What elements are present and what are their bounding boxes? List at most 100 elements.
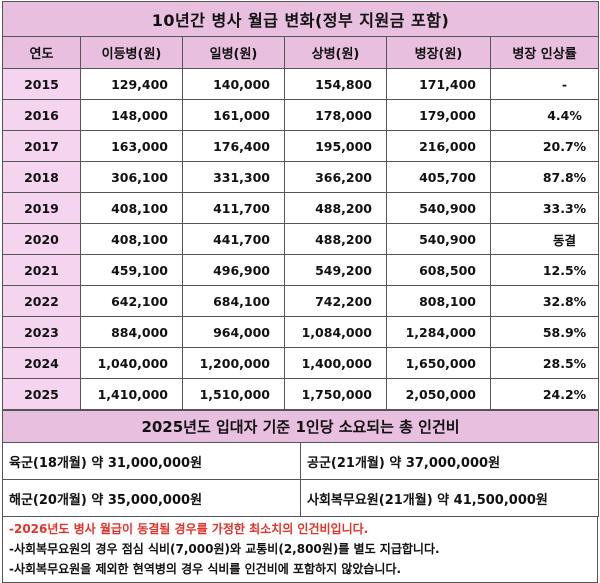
salary-table: 10년간 병사 월급 변화(정부 지원금 포함) 연도 이등병(원) 일병(원)… [1,1,600,410]
header-row: 연도 이등병(원) 일병(원) 상병(원) 병장(원) 병장 인상률 [2,36,600,69]
corporal-pay-cell: 178,000 [284,99,387,131]
table-row: 2021 459,100 496,900 549,200 608,500 12.5% [2,254,600,286]
pfc-pay-cell: 411,700 [182,192,285,224]
pfc-pay-cell: 161,000 [182,99,285,131]
sergeant-raise-rate-cell: 33.3% [489,192,600,224]
cost-table: 2025년도 입대자 기준 1인당 소요되는 총 인건비 육군(18개월) 약 … [2,410,599,517]
corporal-pay-cell: 366,200 [284,161,387,193]
corporal-pay-cell: 1,400,000 [284,347,387,379]
notes-box: -2026년도 병사 월급이 동결될 경우를 가정한 최소치의 인건비입니다. … [2,517,598,583]
sergeant-pay-cell: 405,700 [386,161,491,193]
year-cell: 2023 [2,316,81,348]
private-pay-cell: 642,100 [80,285,183,317]
header-sergeant: 병장(원) [386,36,491,69]
pfc-pay-cell: 441,700 [182,223,285,255]
corporal-pay-cell: 1,084,000 [284,316,387,348]
corporal-pay-cell: 154,800 [284,68,387,100]
pfc-pay-cell: 140,000 [182,68,285,100]
pfc-pay-cell: 1,510,000 [182,378,285,410]
corporal-pay-cell: 549,200 [284,254,387,286]
table-row: 2017 163,000 176,400 195,000 216,000 20.7% [2,130,600,162]
cost-navy: 해군(20개월) 약 35,000,000원 [2,479,301,517]
pfc-pay-cell: 684,100 [182,285,285,317]
note-item: -사회복무요원의 경우 점심 식비(7,000원)와 교통비(2,800원)를 … [9,542,440,556]
private-pay-cell: 1,040,000 [80,347,183,379]
pfc-pay-cell: 176,400 [182,130,285,162]
private-pay-cell: 884,000 [80,316,183,348]
corporal-pay-cell: 488,200 [284,192,387,224]
private-pay-cell: 1,410,000 [80,378,183,410]
table-row: 2025 1,410,000 1,510,000 1,750,000 2,050,000… [2,378,600,410]
year-cell: 2018 [2,161,81,193]
private-pay-cell: 459,100 [80,254,183,286]
sergeant-raise-rate-cell: 24.2% [489,378,600,410]
pfc-pay-cell: 496,900 [182,254,285,286]
note-item: -사회복무요원을 제외한 현역병의 경우 식비를 인건비에 포함하지 않았습니다… [9,562,402,576]
header-year: 연도 [2,36,81,69]
table-row: 2022 642,100 684,100 742,200 808,100 32.8% [2,285,600,317]
pfc-pay-cell: 331,300 [182,161,285,193]
corporal-pay-cell: 1,750,000 [284,378,387,410]
cost-army: 육군(18개월) 약 31,000,000원 [2,442,301,480]
header-corporal: 상병(원) [284,36,387,69]
header-pfc: 일병(원) [182,36,285,69]
sergeant-pay-cell: 171,400 [386,68,491,100]
sergeant-pay-cell: 1,650,000 [386,347,491,379]
private-pay-cell: 129,400 [80,68,183,100]
sergeant-pay-cell: 608,500 [386,254,491,286]
sergeant-raise-rate-cell: 20.7% [489,130,600,162]
corporal-pay-cell: 195,000 [284,130,387,162]
sergeant-pay-cell: 216,000 [386,130,491,162]
table-title: 10년간 병사 월급 변화(정부 지원금 포함) [1,1,600,37]
sergeant-raise-rate-cell: 32.8% [489,285,600,317]
sergeant-pay-cell: 1,284,000 [386,316,491,348]
table-row: 2020 408,100 441,700 488,200 540,900 동결 [2,223,600,255]
sergeant-raise-rate-cell: 12.5% [489,254,600,286]
sergeant-raise-rate-cell: 동결 [489,223,600,255]
table-row: 2015 129,400 140,000 154,800 171,400- [2,68,600,100]
pfc-pay-cell: 964,000 [182,316,285,348]
sergeant-pay-cell: 540,900 [386,192,491,224]
corporal-pay-cell: 488,200 [284,223,387,255]
pfc-pay-cell: 1,200,000 [182,347,285,379]
year-cell: 2017 [2,130,81,162]
table-row: 2023 884,000 964,000 1,084,000 1,284,000 58.9… [2,316,600,348]
year-cell: 2022 [2,285,81,317]
year-cell: 2021 [2,254,81,286]
sergeant-raise-rate-cell: 87.8% [489,161,600,193]
sergeant-pay-cell: 540,900 [386,223,491,255]
table-row: 2016 148,000 161,000 178,000 179,000 4.4% [2,99,600,131]
year-cell: 2016 [2,99,81,131]
header-private: 이등병(원) [80,36,183,69]
cost-row: 육군(18개월) 약 31,000,000원 공군(21개월) 약 37,000… [2,442,599,480]
sergeant-pay-cell: 808,100 [386,285,491,317]
private-pay-cell: 408,100 [80,223,183,255]
sergeant-raise-rate-cell: 58.9% [489,316,600,348]
sergeant-pay-cell: 2,050,000 [386,378,491,410]
year-cell: 2020 [2,223,81,255]
private-pay-cell: 408,100 [80,192,183,224]
sergeant-raise-rate-cell: 28.5% [489,347,600,379]
note-item: -2026년도 병사 월급이 동결될 경우를 가정한 최소치의 인건비입니다. [9,522,369,536]
year-cell: 2019 [2,192,81,224]
cost-title-row: 2025년도 입대자 기준 1인당 소요되는 총 인건비 [2,410,599,443]
private-pay-cell: 306,100 [80,161,183,193]
cost-title: 2025년도 입대자 기준 1인당 소요되는 총 인건비 [2,410,599,443]
title-row: 10년간 병사 월급 변화(정부 지원금 포함) [1,1,600,37]
cost-row: 해군(20개월) 약 35,000,000원 사회복무요원(21개월) 약 41… [2,479,599,517]
table-row: 2019 408,100 411,700 488,200 540,900 33.3% [2,192,600,224]
private-pay-cell: 148,000 [80,99,183,131]
table-row: 2024 1,040,000 1,200,000 1,400,000 1,650,000… [2,347,600,379]
table-row: 2018 306,100 331,300 366,200 405,700 87.8% [2,161,600,193]
year-cell: 2015 [2,68,81,100]
year-cell: 2025 [2,378,81,410]
sergeant-raise-rate-cell: - [489,68,600,100]
cost-social-service: 사회복무요원(21개월) 약 41,500,000원 [300,479,599,517]
sergeant-raise-rate-cell: 4.4% [489,99,600,131]
corporal-pay-cell: 742,200 [284,285,387,317]
header-rate: 병장 인상률 [489,36,600,69]
cost-airforce: 공군(21개월) 약 37,000,000원 [300,442,599,480]
year-cell: 2024 [2,347,81,379]
sergeant-pay-cell: 179,000 [386,99,491,131]
